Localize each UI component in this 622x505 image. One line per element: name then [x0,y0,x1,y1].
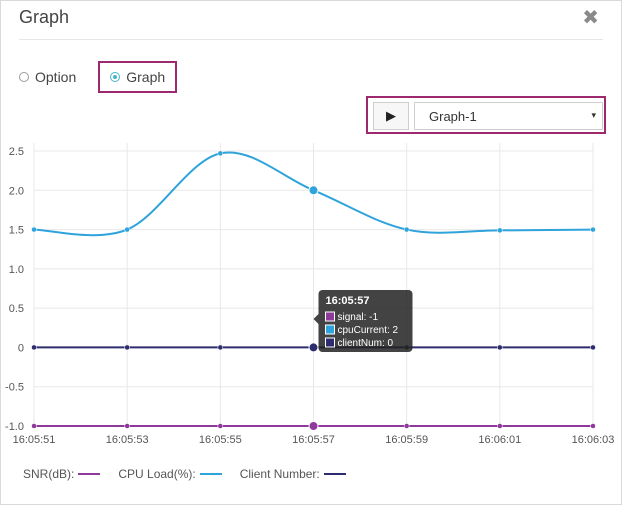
legend-label-snr: SNR(dB): [23,467,75,481]
data-point-signal [590,423,596,429]
play-icon: ▶ [386,108,396,123]
tooltip-swatch-cpuCurrent [325,324,335,335]
data-point-clientNum [31,344,37,351]
title-divider [19,39,603,40]
data-point-clientNum [497,344,503,351]
graph-radio[interactable]: Graph [98,61,178,93]
legend-item-cpu: CPU Load(%): [118,467,222,481]
legend-item-client: Client Number: [240,467,346,481]
data-point-signal [497,423,503,429]
data-point-cpuCurrent [124,226,130,233]
y-tick-label: 2.5 [9,146,24,158]
data-point-cpuCurrent [497,227,503,234]
graph-radio-label: Graph [126,69,166,85]
radio-checked-icon [110,72,121,82]
x-tick-label: 16:05:59 [385,434,428,446]
x-tick-label: 16:05:57 [292,434,335,446]
graph-controls: ▶ Graph-1 ▾ [366,96,606,134]
data-point-cpuCurrent [403,226,410,233]
tooltip-row-signal: signal: -1 [338,312,379,323]
x-tick-label: 16:06:01 [478,434,521,446]
legend-swatch-cpu [199,473,222,475]
data-point-clientNum [308,342,319,353]
dialog-title: Graph [19,7,70,27]
data-point-signal [308,421,319,431]
legend-swatch-snr [78,473,101,475]
x-tick-label: 16:05:55 [199,434,242,446]
tooltip-arrow [313,314,319,324]
caret-down-icon: ▾ [591,110,596,120]
legend-label-client: Client Number: [239,467,320,481]
mode-radio-group: Option Graph [19,61,178,93]
option-radio[interactable]: Option [19,69,76,85]
tooltip-swatch-signal [325,311,335,322]
graph-select-value: Graph-1 [429,109,477,124]
data-point-cpuCurrent [308,185,319,196]
data-point-signal [124,423,130,429]
x-tick-label: 16:05:53 [106,434,149,446]
y-tick-label: -1.0 [5,421,24,433]
data-point-clientNum [217,344,224,351]
data-point-signal [31,423,37,429]
y-tick-label: 1.5 [9,225,24,237]
graph-select[interactable]: Graph-1 ▾ [414,102,603,130]
data-point-signal [403,423,410,429]
line-chart: 2.5 2.0 1.5 1.0 0.5 0 -0.5 -1.016:05:51 16:05:53… [5,143,615,446]
legend-swatch-client [323,473,346,475]
tooltip-box [318,290,413,352]
play-button[interactable]: ▶ [373,102,409,130]
tooltip-row-cpuCurrent: cpuCurrent: 2 [338,325,399,336]
x-tick-label: 16:05:51 [13,434,56,446]
y-tick-label: 1.0 [9,264,24,276]
tooltip-title: 16:05:57 [326,295,370,307]
data-point-signal [217,423,224,429]
y-tick-label: -0.5 [5,382,24,394]
data-point-cpuCurrent [31,226,37,233]
x-tick-label: 16:06:03 [572,434,615,446]
close-icon[interactable]: ✖ [582,7,599,29]
option-radio-label: Option [35,69,77,85]
legend-item-snr: SNR(dB): [23,467,101,481]
y-tick-label: 0 [18,342,24,354]
data-point-clientNum [590,344,596,351]
y-tick-label: 0.5 [9,303,24,315]
legend-label-cpu: CPU Load(%): [118,467,196,481]
chart-legend: SNR(dB): CPU Load(%): Client Number: [23,467,364,481]
y-tick-label: 2.0 [9,185,24,197]
data-point-clientNum [124,344,130,351]
tooltip-row-clientNum: clientNum: 0 [338,338,394,349]
tooltip-swatch-clientNum [325,337,335,348]
radio-circle-icon [19,72,29,82]
data-point-cpuCurrent [217,150,224,157]
data-point-cpuCurrent [590,226,596,233]
